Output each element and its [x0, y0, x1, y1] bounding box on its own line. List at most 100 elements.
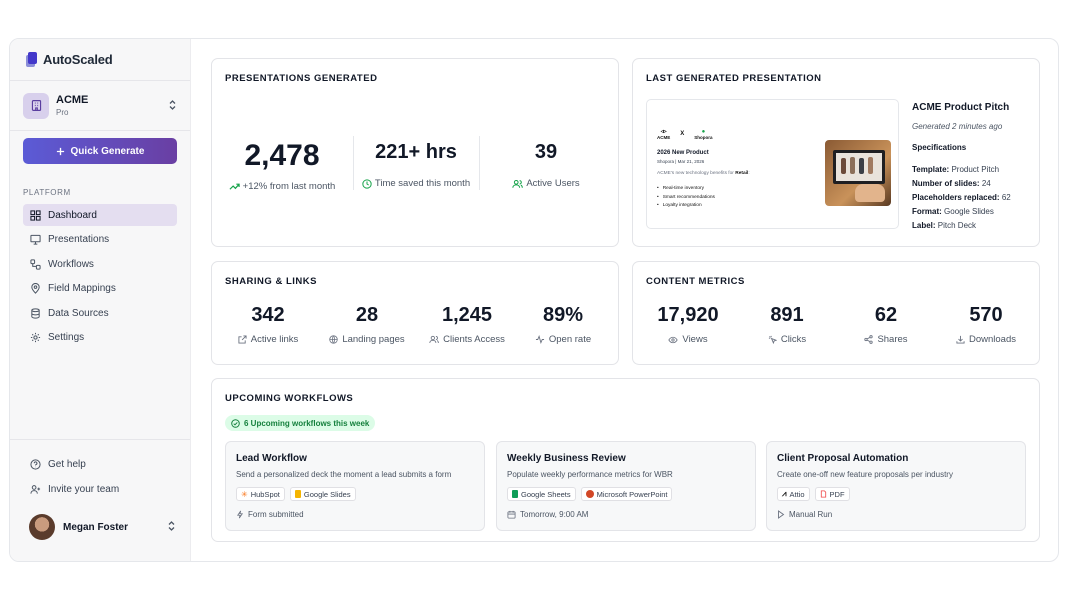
stat-label: Time saved this month: [374, 178, 471, 189]
clock-icon: [362, 178, 372, 189]
slide-desc: ACME's new technology benefits for Retai…: [657, 171, 750, 176]
sidebar-item-data-sources[interactable]: Data Sources: [23, 302, 177, 324]
workflow-tags: Google Sheets Microsoft PowerPoint: [507, 487, 673, 501]
tag-powerpoint: Microsoft PowerPoint: [580, 487, 673, 501]
workflow-icon: [30, 259, 41, 270]
get-help-label: Get help: [48, 458, 86, 470]
building-icon: [23, 92, 49, 119]
metric-value: 1,245: [441, 304, 493, 326]
sharing-links-card: SHARING & LINKS 342 Active links 28 Land…: [211, 261, 619, 365]
google-slides-icon: [294, 490, 301, 498]
plus-icon: [56, 147, 64, 155]
slide-logo-text: ACME: [657, 135, 671, 140]
tag-attio: ⩘ Attio: [777, 487, 810, 501]
spec-key: Template:: [912, 165, 950, 174]
trigger-label: Tomorrow, 9:00 AM: [520, 510, 589, 519]
sidebar-item-label: Settings: [48, 332, 85, 344]
avatar: [29, 514, 55, 540]
acme-logo-icon: ◃▹: [660, 129, 667, 135]
divider: [353, 136, 354, 190]
spec-row: Number of slides: 24: [912, 177, 1011, 191]
spec-value: Product Pitch: [951, 165, 1000, 174]
tag-hubspot: ✳ HubSpot: [236, 487, 285, 501]
user-menu[interactable]: Megan Foster: [29, 514, 177, 540]
external-link-icon: [238, 335, 247, 344]
sidebar-item-label: Presentations: [48, 234, 110, 246]
metric-label-row: Active links: [222, 334, 314, 345]
chevron-up-down-icon: [166, 99, 178, 113]
spec-value: 24: [981, 179, 991, 188]
upcoming-workflows-card: UPCOMING WORKFLOWS 6 Upcoming workflows …: [211, 378, 1040, 542]
sidebar-nav: Dashboard Presentations Workflows Field …: [10, 204, 190, 349]
metric-label: Clients Access: [443, 334, 505, 345]
play-icon: [778, 510, 785, 519]
spec-key: Number of slides:: [912, 179, 980, 188]
workflow-card-client-proposal[interactable]: Client Proposal Automation Create one-of…: [766, 441, 1026, 531]
slide-bullet: Loyalty integration: [657, 202, 715, 211]
get-help-link[interactable]: Get help: [23, 453, 177, 475]
stat-sub: Time saved this month: [353, 178, 479, 189]
users-icon: [429, 335, 439, 344]
workflow-desc: Populate weekly performance metrics for …: [507, 470, 673, 479]
org-switcher[interactable]: ACME Pro: [10, 81, 190, 131]
brand[interactable]: AutoScaled: [10, 39, 190, 81]
slide-preview[interactable]: ◃▹ ACME X ● Shopora 2026 New Product Sho…: [646, 99, 899, 229]
user-plus-icon: [30, 484, 41, 494]
sidebar-item-label: Field Mappings: [48, 283, 116, 295]
spec-row: Template: Product Pitch: [912, 163, 1011, 177]
metric-label: Active links: [250, 334, 299, 345]
metric-label: Views: [682, 334, 708, 345]
stat-sub: Active Users: [479, 178, 613, 189]
metric-label: Downloads: [969, 334, 1016, 345]
download-icon: [956, 335, 965, 344]
monitor-icon: [30, 234, 41, 245]
spec-row: Placeholders replaced: 62: [912, 191, 1011, 205]
sidebar-item-dashboard[interactable]: Dashboard: [23, 204, 177, 226]
card-title: CONTENT METRICS: [646, 276, 745, 287]
spec-heading: Specifications: [912, 143, 967, 152]
workflow-card-wbr[interactable]: Weekly Business Review Populate weekly p…: [496, 441, 756, 531]
stat-active-users: 39 Active Users: [479, 141, 613, 189]
sidebar-item-presentations[interactable]: Presentations: [23, 229, 177, 251]
sidebar-item-field-mappings[interactable]: Field Mappings: [23, 278, 177, 300]
slide-bullet: Real-time inventory: [657, 185, 715, 194]
slide-bullets: Real-time inventory Smart recommendation…: [657, 185, 715, 211]
trigger-label: Form submitted: [248, 510, 304, 519]
pin-icon: [31, 283, 40, 295]
metric-label: Open rate: [548, 334, 592, 345]
hubspot-icon: ✳: [241, 489, 248, 499]
bolt-icon: [236, 510, 244, 519]
bag-icon: ●: [701, 129, 706, 135]
slide-logo-left: ◃▹ ACME: [657, 128, 670, 140]
calendar-icon: [507, 510, 516, 519]
attio-icon: ⩘: [782, 489, 787, 498]
sidebar-item-workflows[interactable]: Workflows: [23, 253, 177, 275]
invite-team-link[interactable]: Invite your team: [23, 478, 177, 500]
user-name: Megan Foster: [63, 521, 129, 533]
tag-label: Microsoft PowerPoint: [596, 489, 668, 499]
workflow-card-lead[interactable]: Lead Workflow Send a personalized deck t…: [225, 441, 485, 531]
spec-key: Label:: [912, 221, 936, 230]
metric-clicks: 891 Clicks: [738, 304, 836, 345]
slide-logo-text: Shopora: [694, 135, 713, 140]
metric-label-row: Landing pages: [317, 334, 417, 345]
metric-label: Clicks: [780, 334, 807, 345]
workflow-tags: ✳ HubSpot Google Slides: [236, 487, 356, 501]
presentation-name[interactable]: ACME Product Pitch: [912, 102, 1010, 113]
workflow-tags: ⩘ Attio PDF: [777, 487, 850, 501]
spec-key: Format:: [912, 207, 942, 216]
org-plan: Pro: [56, 108, 69, 117]
slide-cross: X: [680, 131, 685, 137]
metric-label-row: Clicks: [738, 334, 836, 345]
powerpoint-icon: [585, 490, 594, 498]
spec-value: 62: [1001, 193, 1011, 202]
sidebar-item-settings[interactable]: Settings: [23, 327, 177, 349]
content-metrics-card: CONTENT METRICS 17,920 Views 891 Clicks …: [632, 261, 1040, 365]
quick-generate-button[interactable]: Quick Generate: [23, 138, 177, 164]
stat-total: 2,478 +12% from last month: [212, 139, 352, 192]
stat-value: 221+ hrs: [375, 141, 457, 163]
stat-value: 2,478: [244, 139, 320, 172]
card-title: UPCOMING WORKFLOWS: [225, 393, 354, 404]
users-icon: [512, 179, 524, 188]
tag-pdf: PDF: [814, 487, 850, 501]
